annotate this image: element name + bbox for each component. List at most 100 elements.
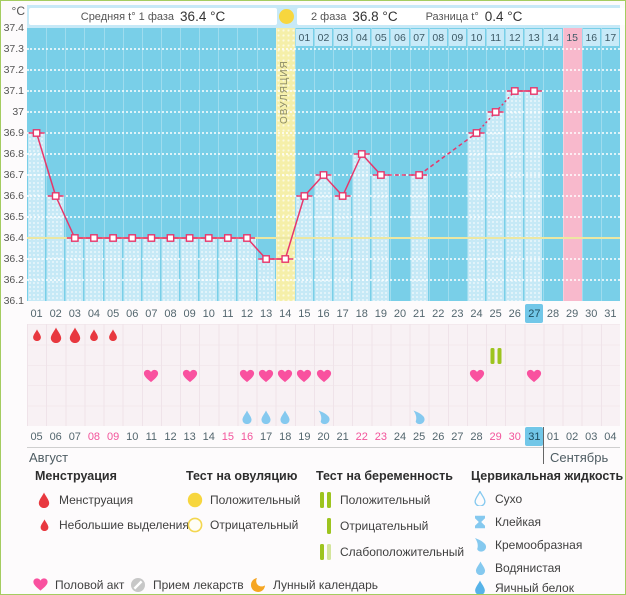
phase2-day-cell[interactable]: 15 <box>563 29 581 46</box>
temp-point-marker[interactable] <box>338 192 347 200</box>
phase2-day-cell[interactable]: 11 <box>487 29 505 46</box>
cervical-fluid-watery-icon[interactable] <box>241 410 252 425</box>
date-cell[interactable]: 01 <box>546 430 560 443</box>
temp-point-marker[interactable] <box>32 129 41 137</box>
temp-point-marker[interactable] <box>243 234 251 242</box>
temp-point-marker[interactable] <box>90 234 98 242</box>
cervical-fluid-creamy-icon[interactable] <box>413 410 426 425</box>
phase2-day-cell[interactable]: 09 <box>448 29 466 46</box>
temp-point-marker[interactable] <box>51 192 60 200</box>
phase2-day-cell[interactable]: 12 <box>506 29 524 46</box>
menstruation-icon[interactable] <box>32 329 41 342</box>
temp-point-marker[interactable] <box>166 234 175 242</box>
temp-point-marker[interactable] <box>530 87 538 95</box>
temp-point-marker[interactable] <box>262 255 271 263</box>
cycle-day-number[interactable]: 09 <box>183 307 196 320</box>
cycle-day-number[interactable]: 07 <box>145 307 158 320</box>
cycle-day-number[interactable]: 20 <box>393 307 407 320</box>
cycle-day-number[interactable]: 12 <box>240 307 254 320</box>
temp-point-marker[interactable] <box>491 108 500 116</box>
cycle-day-number[interactable]: 02 <box>49 307 62 320</box>
menstruation-icon[interactable] <box>69 327 81 344</box>
temp-point-marker[interactable] <box>319 171 328 179</box>
cycle-day-number[interactable]: 29 <box>566 307 579 320</box>
pregnancy-test-positive-icon[interactable] <box>490 347 502 364</box>
phase2-day-cell[interactable]: 17 <box>601 29 619 46</box>
date-cell[interactable]: 12 <box>164 430 177 443</box>
date-cell[interactable]: 08 <box>87 430 101 443</box>
temp-point-marker[interactable] <box>147 234 156 242</box>
cycle-day-number[interactable]: 18 <box>355 307 368 320</box>
cycle-day-number[interactable]: 30 <box>585 307 598 320</box>
cycle-day-number[interactable]: 13 <box>259 307 273 320</box>
date-cell[interactable]: 03 <box>585 430 598 443</box>
symptom-grid[interactable] <box>27 324 620 426</box>
intercourse-icon[interactable] <box>182 369 197 383</box>
date-cell[interactable]: 16 <box>240 430 254 443</box>
temp-point-marker[interactable] <box>70 234 79 242</box>
cervical-fluid-watery-icon[interactable] <box>261 410 272 425</box>
menstruation-icon[interactable] <box>89 329 98 342</box>
intercourse-icon[interactable] <box>526 369 542 383</box>
cycle-day-number[interactable]: 23 <box>451 307 464 320</box>
cycle-day-number[interactable]: 04 <box>87 307 101 320</box>
temp-point-marker[interactable] <box>376 171 385 179</box>
cycle-day-number[interactable]: 16 <box>317 307 330 320</box>
cycle-day-number[interactable]: 17 <box>336 307 349 320</box>
cycle-day-number[interactable]: 15 <box>298 307 311 320</box>
cycle-day-number[interactable]: 01 <box>30 307 43 320</box>
phase2-day-cell[interactable]: 04 <box>353 29 371 46</box>
cervical-fluid-creamy-icon[interactable] <box>317 410 330 425</box>
phase2-day-cell[interactable]: 07 <box>410 29 428 46</box>
phase2-day-cell[interactable]: 01 <box>295 29 313 46</box>
date-cell-today[interactable]: 31 <box>525 427 544 446</box>
cycle-day-number[interactable]: 14 <box>279 307 292 320</box>
cycle-day-number[interactable]: 19 <box>374 307 387 320</box>
date-cell[interactable]: 07 <box>68 430 81 443</box>
cervical-fluid-watery-icon[interactable] <box>280 410 291 425</box>
temp-point-marker[interactable] <box>204 234 213 242</box>
cycle-day-number-today[interactable]: 27 <box>525 304 544 323</box>
cycle-day-number[interactable]: 05 <box>106 307 120 320</box>
cycle-day-number[interactable]: 10 <box>202 307 215 320</box>
date-cell[interactable]: 26 <box>432 430 445 443</box>
temp-point-marker[interactable] <box>357 150 366 158</box>
date-cell[interactable]: 22 <box>355 430 368 443</box>
date-cell[interactable]: 06 <box>49 430 62 443</box>
temp-point-marker[interactable] <box>510 87 519 95</box>
date-cell[interactable]: 25 <box>413 430 426 443</box>
date-cell[interactable]: 27 <box>451 430 464 443</box>
cycle-day-number[interactable]: 08 <box>164 307 177 320</box>
cycle-day-number[interactable]: 21 <box>413 307 426 320</box>
date-cell[interactable]: 13 <box>183 430 196 443</box>
date-cell[interactable]: 21 <box>336 430 349 443</box>
temp-point-marker[interactable] <box>300 192 309 200</box>
temp-point-marker[interactable] <box>415 171 424 179</box>
intercourse-icon[interactable] <box>297 369 312 383</box>
temp-point-marker[interactable] <box>223 234 232 242</box>
intercourse-icon[interactable] <box>469 369 484 383</box>
phase2-day-cell[interactable]: 06 <box>391 29 409 46</box>
cycle-day-number[interactable]: 26 <box>508 307 521 320</box>
date-cell[interactable]: 29 <box>489 430 502 443</box>
phase2-day-cell[interactable]: 13 <box>525 29 543 46</box>
date-cell[interactable]: 30 <box>508 430 521 443</box>
date-cell[interactable]: 20 <box>317 430 330 443</box>
date-cell[interactable]: 28 <box>470 430 483 443</box>
date-cell[interactable]: 09 <box>106 430 120 443</box>
phase2-day-cell[interactable]: 05 <box>372 29 390 46</box>
cycle-day-number[interactable]: 25 <box>489 307 502 320</box>
cycle-day-number[interactable]: 22 <box>432 307 445 320</box>
date-cell[interactable]: 02 <box>566 430 579 443</box>
date-cell[interactable]: 19 <box>298 430 311 443</box>
intercourse-icon[interactable] <box>239 369 255 383</box>
date-cell[interactable]: 05 <box>30 430 43 443</box>
temp-point-marker[interactable] <box>472 129 481 137</box>
cycle-day-number[interactable]: 06 <box>126 307 139 320</box>
date-cell[interactable]: 14 <box>202 430 215 443</box>
temp-point-marker[interactable] <box>128 234 137 242</box>
intercourse-icon[interactable] <box>278 369 293 383</box>
date-cell[interactable]: 11 <box>145 430 158 443</box>
temperature-chart[interactable]: 01 02 03 04 05 06 07 08 09 10 11 12 13 14 15 16 17 ОВУЛЯЦ… <box>27 28 620 301</box>
temp-point-marker[interactable] <box>185 234 194 242</box>
